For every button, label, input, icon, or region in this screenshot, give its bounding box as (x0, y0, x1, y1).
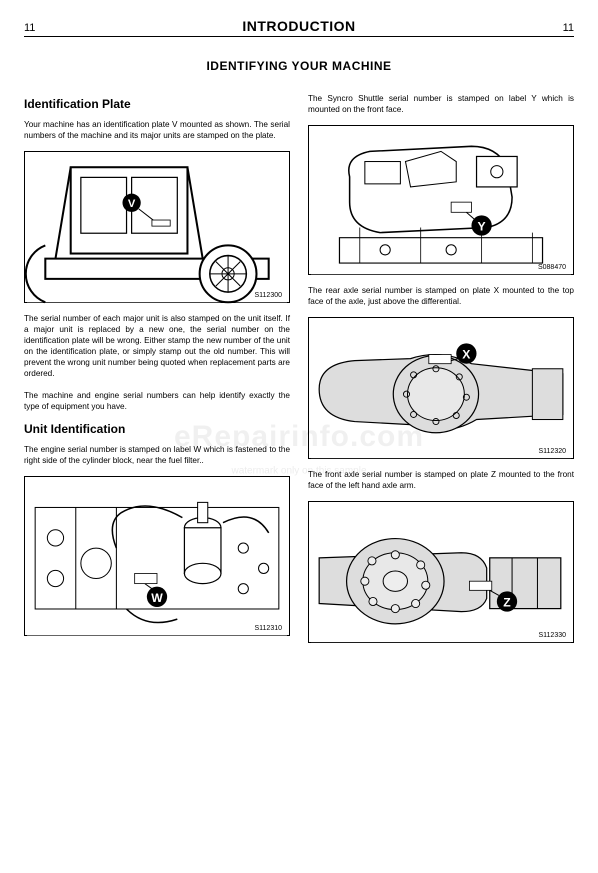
figure-engine-block: W S112310 (24, 476, 290, 636)
para-front-axle: The front axle serial number is stamped … (308, 469, 574, 491)
page-number-left: 11 (24, 22, 35, 34)
page-number-right: 11 (563, 22, 574, 34)
figure-machine-cab: V S112300 (24, 151, 290, 303)
content-columns: Identification Plate Your machine has an… (24, 93, 574, 653)
figure-code: S112310 (252, 625, 284, 632)
para-engine-serial: The engine serial number is stamped on l… (24, 444, 290, 466)
figure-code: S112320 (536, 448, 568, 455)
page-header: 11 INTRODUCTION 11 (24, 18, 574, 37)
svg-text:Y: Y (478, 220, 486, 234)
left-column: Identification Plate Your machine has an… (24, 93, 290, 653)
section-title: IDENTIFYING YOUR MACHINE (24, 59, 574, 73)
para-serial-stamped: The serial number of each major unit is … (24, 313, 290, 379)
figure-syncro-shuttle: Y S088470 (308, 125, 574, 275)
heading-unit-identification: Unit Identification (24, 422, 290, 436)
para-id-plate-intro: Your machine has an identification plate… (24, 119, 290, 141)
svg-text:Z: Z (503, 596, 511, 610)
svg-text:V: V (128, 198, 136, 210)
para-rear-axle: The rear axle serial number is stamped o… (308, 285, 574, 307)
para-identify-equipment: The machine and engine serial numbers ca… (24, 390, 290, 412)
heading-identification-plate: Identification Plate (24, 97, 290, 111)
figure-front-axle: Z S112330 (308, 501, 574, 643)
svg-text:X: X (462, 348, 471, 362)
svg-text:W: W (151, 591, 163, 605)
figure-rear-axle: X S112320 (308, 317, 574, 459)
figure-code: S088470 (536, 264, 568, 271)
header-title: INTRODUCTION (242, 18, 355, 34)
para-syncro-shuttle: The Syncro Shuttle serial number is stam… (308, 93, 574, 115)
right-column: The Syncro Shuttle serial number is stam… (308, 93, 574, 653)
figure-code: S112300 (252, 292, 284, 299)
figure-code: S112330 (536, 632, 568, 639)
